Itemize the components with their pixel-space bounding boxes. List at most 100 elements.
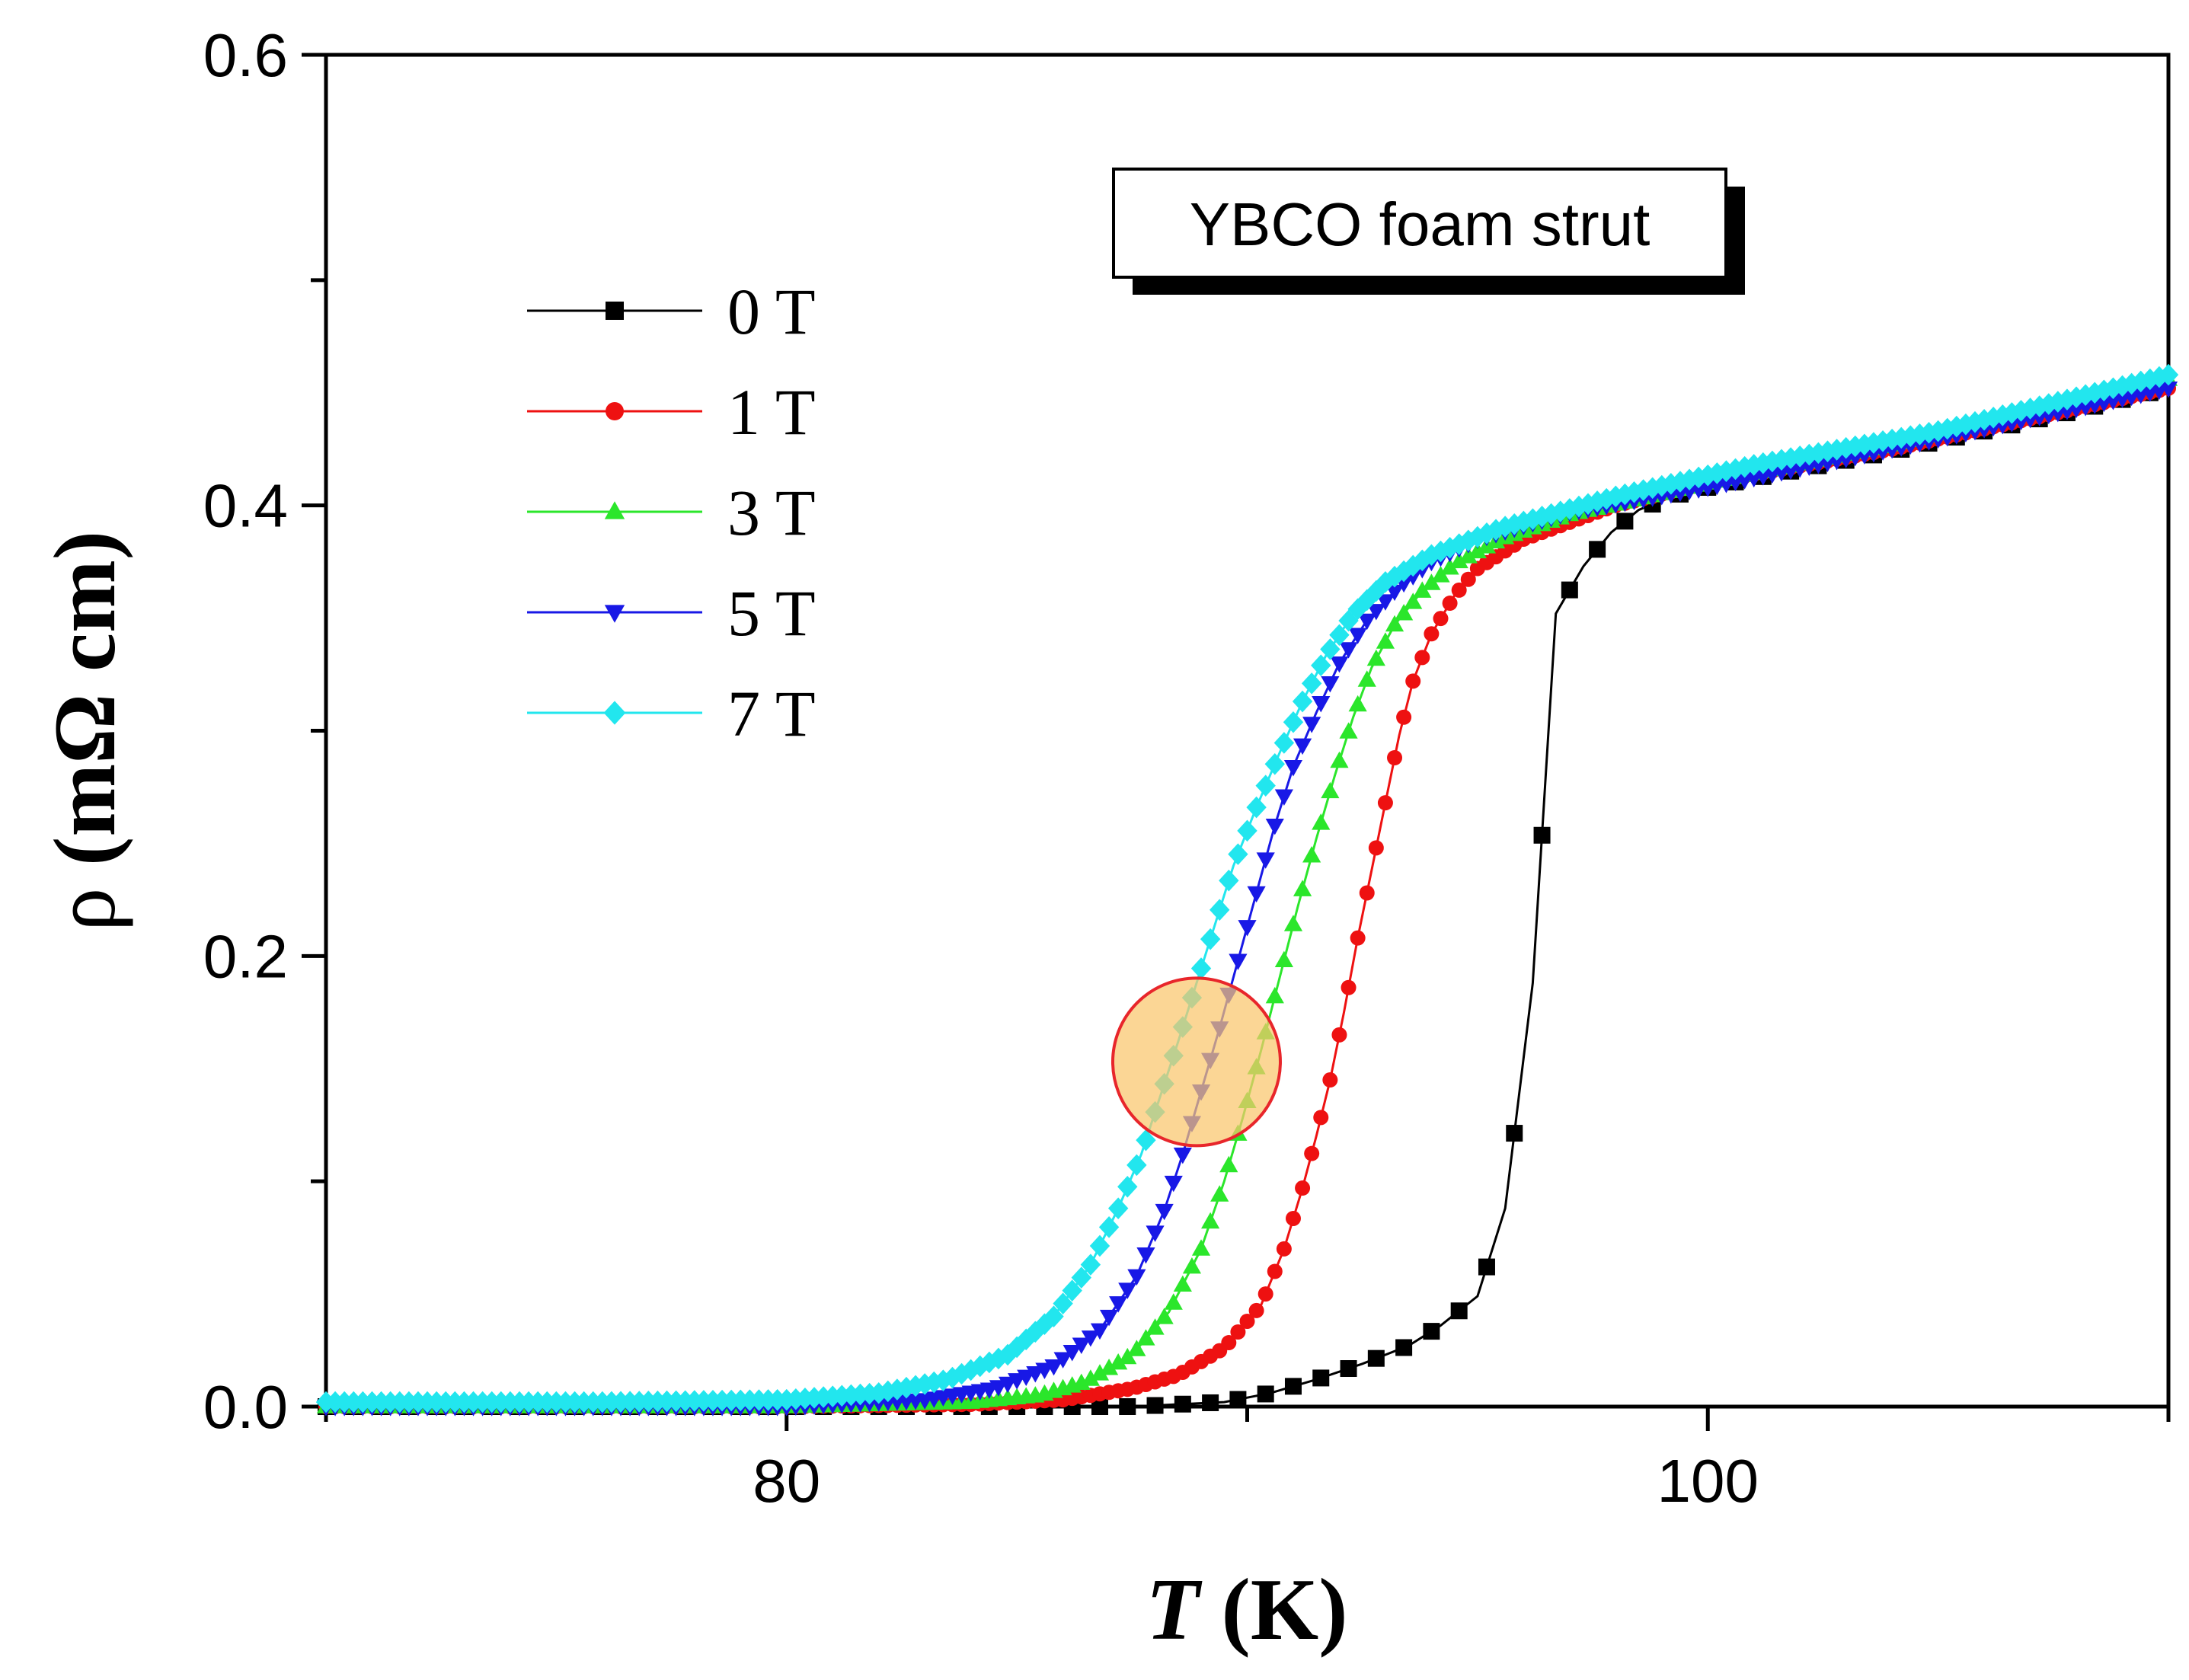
data-point (1044, 1359, 1063, 1376)
x-tick-label: 80 (753, 1447, 820, 1515)
data-point (1109, 1296, 1128, 1313)
legend-label: 7 T (727, 677, 815, 750)
data-point (1366, 604, 1385, 621)
data-point (1460, 571, 1476, 587)
data-point (1025, 1321, 1046, 1343)
data-point (868, 1381, 889, 1404)
data-point (1173, 1275, 1192, 1292)
data-point (2094, 379, 2114, 402)
data-point (896, 1376, 917, 1399)
data-point (2139, 368, 2161, 391)
data-point (1312, 813, 1331, 830)
data-point (1107, 1197, 1129, 1219)
data-point (1320, 638, 1341, 660)
data-point (1845, 435, 1865, 458)
data-point (1348, 695, 1367, 712)
data-point (1016, 1328, 1037, 1351)
data-point (1589, 541, 1606, 558)
data-point (1322, 1072, 1338, 1088)
data-point (1043, 1305, 1064, 1327)
y-axis-title: ρ (mΩ cm) (37, 531, 133, 931)
legend-label: 1 T (727, 375, 815, 449)
data-point (1230, 1324, 1246, 1340)
data-point (1285, 1210, 1301, 1226)
data-point (1424, 626, 1440, 642)
data-point (1072, 1337, 1091, 1354)
series-5t (316, 382, 2178, 1417)
data-point (1248, 1302, 1264, 1318)
data-point (979, 1351, 1000, 1374)
data-point (1237, 819, 1257, 842)
data-point (1255, 775, 1276, 797)
data-point (1321, 676, 1340, 693)
data-point (1155, 1308, 1174, 1324)
annotation-box: YBCO foam strut (1112, 168, 1745, 295)
data-point (1256, 852, 1275, 869)
data-point (1442, 596, 1458, 612)
data-point (1219, 869, 1239, 892)
data-point (2029, 395, 2050, 417)
data-point (1679, 468, 1700, 491)
data-point (1403, 554, 1424, 577)
data-point (1164, 1175, 1183, 1193)
data-point (1109, 1353, 1128, 1370)
data-point (1533, 826, 1551, 844)
data-point (1246, 796, 1267, 819)
series-line (326, 387, 2169, 1408)
data-point (2075, 384, 2096, 407)
y-tick-label: 0.2 (203, 922, 288, 990)
series-layer (315, 363, 2179, 1417)
data-point (1099, 1359, 1119, 1375)
legend-marker (606, 402, 624, 420)
data-point (1210, 899, 1230, 921)
data-point (1080, 1254, 1101, 1276)
data-point (1615, 483, 1635, 506)
data-point (1202, 1394, 1219, 1411)
data-point (1283, 711, 1304, 733)
data-point (1173, 1147, 1192, 1164)
data-point (1155, 1203, 1174, 1221)
data-point (1347, 598, 1368, 621)
data-point (1405, 673, 1421, 689)
data-point (1257, 1385, 1274, 1403)
data-point (1478, 1258, 1495, 1276)
data-point (1421, 544, 1442, 567)
data-point (1312, 1369, 1330, 1387)
data-point (1267, 1263, 1283, 1279)
data-point (1239, 1313, 1255, 1329)
data-point (1283, 915, 1303, 931)
annotation-box-frame (1112, 168, 1727, 279)
data-point (1368, 840, 1384, 856)
data-point (1395, 1339, 1413, 1356)
data-point (1395, 604, 1414, 621)
data-point (1284, 1378, 1302, 1395)
data-point (1182, 1257, 1202, 1274)
data-point (1229, 953, 1248, 970)
data-point (1431, 566, 1450, 583)
data-point (1357, 670, 1376, 687)
data-point (1359, 885, 1375, 901)
legend-label: 5 T (727, 577, 815, 650)
y-tick-label: 0.6 (203, 21, 288, 89)
data-point (2011, 400, 2031, 422)
data-point (1081, 1369, 1100, 1386)
data-point (1174, 1395, 1191, 1413)
data-point (1274, 789, 1293, 806)
data-point (1164, 1293, 1183, 1310)
data-point (1265, 818, 1284, 835)
data-point (1146, 1318, 1165, 1335)
data-point (1451, 582, 1467, 598)
data-point (1293, 738, 1312, 755)
data-point (1090, 1364, 1110, 1381)
data-point (1098, 1216, 1120, 1238)
legend-marker (604, 605, 625, 623)
data-point (1404, 592, 1423, 609)
data-point (1357, 613, 1376, 631)
data-point (1928, 420, 1948, 442)
data-point (1228, 843, 1248, 865)
data-point (1698, 464, 1718, 487)
data-point (1321, 781, 1340, 799)
data-point (1264, 752, 1285, 775)
series-7t (315, 363, 2179, 1413)
